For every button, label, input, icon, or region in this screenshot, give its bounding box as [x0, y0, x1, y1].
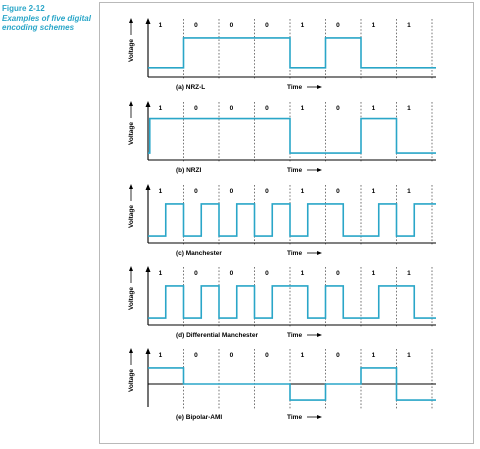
- panel-nrzi-bit-label: 1: [301, 105, 305, 112]
- panel-nrzi-bit-label: 1: [372, 105, 376, 112]
- panel-bipolar-ami-bit-label: 0: [194, 352, 198, 359]
- panel-nrzi-bit-label: 1: [159, 105, 163, 112]
- panel-differential-manchester-signal-line: [148, 285, 436, 319]
- figure-number: Figure 2-12: [2, 4, 45, 13]
- panel-nrz-l-bit-label: 0: [230, 22, 234, 29]
- panel-nrzi-y-label-arrow-icon: [129, 101, 133, 106]
- panel-bipolar-ami-bit-label: 0: [336, 352, 340, 359]
- panel-differential-manchester-label: (d) Differential Manchester: [176, 332, 258, 339]
- panel-differential-manchester-y-axis-arrow-icon: [145, 266, 151, 272]
- panel-bipolar-ami-x-label: Time: [287, 414, 302, 421]
- panel-manchester-bit-label: 1: [372, 188, 376, 195]
- panel-manchester-bit-label: 0: [265, 188, 269, 195]
- panel-bipolar-ami-bit-label: 1: [159, 352, 163, 359]
- panel-manchester-bit-label: 1: [301, 188, 305, 195]
- panel-nrz-l-y-label-arrow-icon: [129, 18, 133, 23]
- panel-nrzi-x-label-arrow-icon: [317, 168, 322, 172]
- panel-manchester-bit-label: 1: [407, 188, 411, 195]
- panel-manchester-x-label: Time: [287, 250, 302, 257]
- panel-nrz-l-bit-label: 0: [336, 22, 340, 29]
- panel-nrz-l-bit-label: 1: [159, 22, 163, 29]
- panel-bipolar-ami-x-label-arrow-icon: [317, 415, 322, 419]
- panel-differential-manchester-bit-label: 0: [194, 270, 198, 277]
- panel-nrz-l-bit-label: 1: [301, 22, 305, 29]
- panel-nrzi-y-axis-arrow-icon: [145, 101, 151, 107]
- panel-manchester-y-label-arrow-icon: [129, 184, 133, 189]
- panel-nrzi-bit-label: 0: [265, 105, 269, 112]
- panel-bipolar-ami-signal-line: [148, 367, 436, 401]
- panel-manchester-signal-line: [148, 203, 436, 237]
- panel-nrzi-bit-label: 0: [336, 105, 340, 112]
- panel-differential-manchester-x-label: Time: [287, 332, 302, 339]
- panel-manchester-x-label-arrow-icon: [317, 251, 322, 255]
- panel-nrzi-y-label: Voltage: [128, 122, 135, 145]
- panel-differential-manchester-bit-label: 1: [407, 270, 411, 277]
- panel-nrz-l-label: (a) NRZ-L: [176, 84, 205, 91]
- panel-nrzi-label: (b) NRZI: [176, 167, 201, 174]
- panel-nrzi-signal-line: [148, 117, 436, 154]
- panel-manchester-bit-label: 1: [159, 188, 163, 195]
- panel-nrz-l-y-axis-arrow-icon: [145, 18, 151, 24]
- panel-nrz-l-bit-label: 1: [372, 22, 376, 29]
- diagram-frame: [99, 2, 474, 444]
- panel-differential-manchester-y-label: Voltage: [128, 287, 135, 310]
- panel-nrzi-bit-label: 0: [194, 105, 198, 112]
- panel-bipolar-ami-bit-label: 1: [372, 352, 376, 359]
- panel-nrz-l-x-label-arrow-icon: [317, 85, 322, 89]
- panel-nrz-l-x-label: Time: [287, 84, 302, 91]
- panel-manchester-y-label: Voltage: [128, 205, 135, 228]
- panel-bipolar-ami-bit-label: 1: [407, 352, 411, 359]
- panel-manchester-y-axis-arrow-icon: [145, 184, 151, 190]
- panel-differential-manchester-bit-label: 0: [336, 270, 340, 277]
- panel-nrzi-x-label: Time: [287, 167, 302, 174]
- panel-nrz-l-y-label: Voltage: [128, 39, 135, 62]
- panel-differential-manchester-y-label-arrow-icon: [129, 266, 133, 271]
- panel-nrz-l-bit-label: 1: [407, 22, 411, 29]
- panel-differential-manchester-bit-label: 0: [230, 270, 234, 277]
- panel-differential-manchester-bit-label: 1: [301, 270, 305, 277]
- panel-bipolar-ami-bit-label: 0: [230, 352, 234, 359]
- panel-bipolar-ami-y-label: Voltage: [128, 369, 135, 392]
- panel-manchester-bit-label: 0: [336, 188, 340, 195]
- panel-nrz-l-bit-label: 0: [194, 22, 198, 29]
- panel-nrzi-bit-label: 0: [230, 105, 234, 112]
- panel-differential-manchester-bit-label: 1: [159, 270, 163, 277]
- panel-bipolar-ami-label: (e) Bipolar-AMI: [176, 414, 222, 421]
- panel-differential-manchester-bit-label: 1: [372, 270, 376, 277]
- panel-manchester-label: (c) Manchester: [176, 250, 222, 257]
- figure-caption: Examples of five digital encoding scheme…: [2, 13, 91, 33]
- panel-bipolar-ami-y-label-arrow-icon: [129, 348, 133, 353]
- panel-differential-manchester-x-label-arrow-icon: [317, 333, 322, 337]
- panel-nrz-l-bit-label: 0: [265, 22, 269, 29]
- panel-bipolar-ami-bit-label: 0: [265, 352, 269, 359]
- panel-nrz-l-signal-line: [148, 37, 436, 69]
- panel-manchester-bit-label: 0: [230, 188, 234, 195]
- figure-title: Figure 2-12 Examples of five digital enc…: [2, 4, 98, 33]
- panel-differential-manchester-bit-label: 0: [265, 270, 269, 277]
- panel-bipolar-ami-bit-label: 1: [301, 352, 305, 359]
- panel-manchester-bit-label: 0: [194, 188, 198, 195]
- panel-nrzi-bit-label: 1: [407, 105, 411, 112]
- panel-bipolar-ami-y-axis-arrow-icon: [145, 348, 151, 354]
